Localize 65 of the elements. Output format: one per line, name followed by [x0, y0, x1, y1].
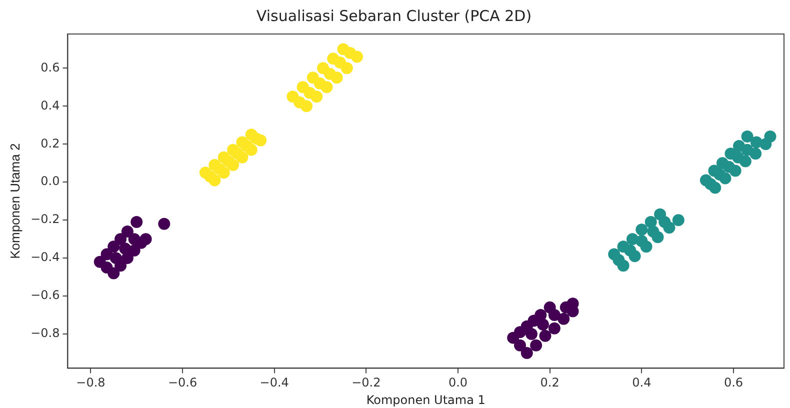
- point: [539, 330, 552, 342]
- point: [121, 225, 134, 238]
- y-axis-title: Komponen Utama 2: [7, 143, 22, 259]
- point: [658, 216, 671, 228]
- point: [108, 240, 120, 253]
- point: [240, 140, 253, 152]
- point: [204, 170, 216, 182]
- point: [741, 144, 754, 156]
- point: [530, 339, 542, 352]
- point: [722, 160, 735, 173]
- point: [536, 318, 549, 331]
- point: [612, 254, 625, 266]
- point: [750, 136, 762, 148]
- y-tick-label: 0.2: [40, 136, 60, 150]
- y-tick-label: 0.4: [40, 98, 60, 112]
- point: [344, 46, 356, 59]
- point: [624, 244, 636, 256]
- point: [213, 162, 226, 175]
- x-tick-label: −0.6: [168, 376, 198, 390]
- x-tick-label: −0.2: [352, 376, 381, 390]
- y-tick-label: 0.0: [40, 174, 60, 188]
- point: [158, 218, 170, 230]
- point: [100, 262, 113, 274]
- point: [548, 309, 560, 322]
- chart-title: Visualisasi Sebaran Cluster (PCA 2D): [256, 6, 532, 25]
- point: [732, 151, 744, 164]
- point: [304, 86, 316, 99]
- y-tick-label: 0.6: [40, 60, 60, 74]
- point: [520, 347, 533, 360]
- point: [140, 233, 152, 246]
- y-tick-label: −0.4: [30, 250, 60, 264]
- point: [647, 225, 660, 238]
- point: [636, 234, 648, 247]
- point: [222, 155, 234, 168]
- point: [130, 216, 143, 228]
- point: [119, 242, 132, 255]
- point: [548, 322, 560, 334]
- point: [110, 252, 122, 264]
- y-tick-label: −0.2: [30, 212, 60, 226]
- point: [525, 328, 538, 340]
- point: [636, 224, 648, 236]
- point: [558, 312, 570, 325]
- point: [334, 56, 346, 68]
- x-tick-label: −0.8: [76, 376, 106, 390]
- y-tick-label: −0.8: [30, 326, 60, 340]
- x-tick-label: 0.6: [724, 376, 744, 390]
- point: [704, 178, 717, 190]
- point: [250, 132, 262, 144]
- point: [314, 77, 326, 90]
- x-tick-label: 0.0: [448, 376, 468, 390]
- point: [741, 130, 754, 143]
- x-axis-title: Komponen Utama 1: [366, 392, 486, 407]
- y-tick-label: −0.6: [30, 288, 60, 302]
- x-tick-label: 0.4: [632, 376, 652, 390]
- point: [714, 168, 726, 181]
- point: [764, 130, 776, 143]
- point: [514, 339, 526, 352]
- point: [644, 216, 657, 228]
- x-tick-label: −0.4: [260, 376, 289, 390]
- point: [324, 68, 336, 80]
- point: [672, 214, 684, 226]
- point: [294, 96, 306, 108]
- point: [128, 233, 140, 246]
- point: [232, 148, 244, 160]
- x-tick-label: 0.2: [540, 376, 560, 390]
